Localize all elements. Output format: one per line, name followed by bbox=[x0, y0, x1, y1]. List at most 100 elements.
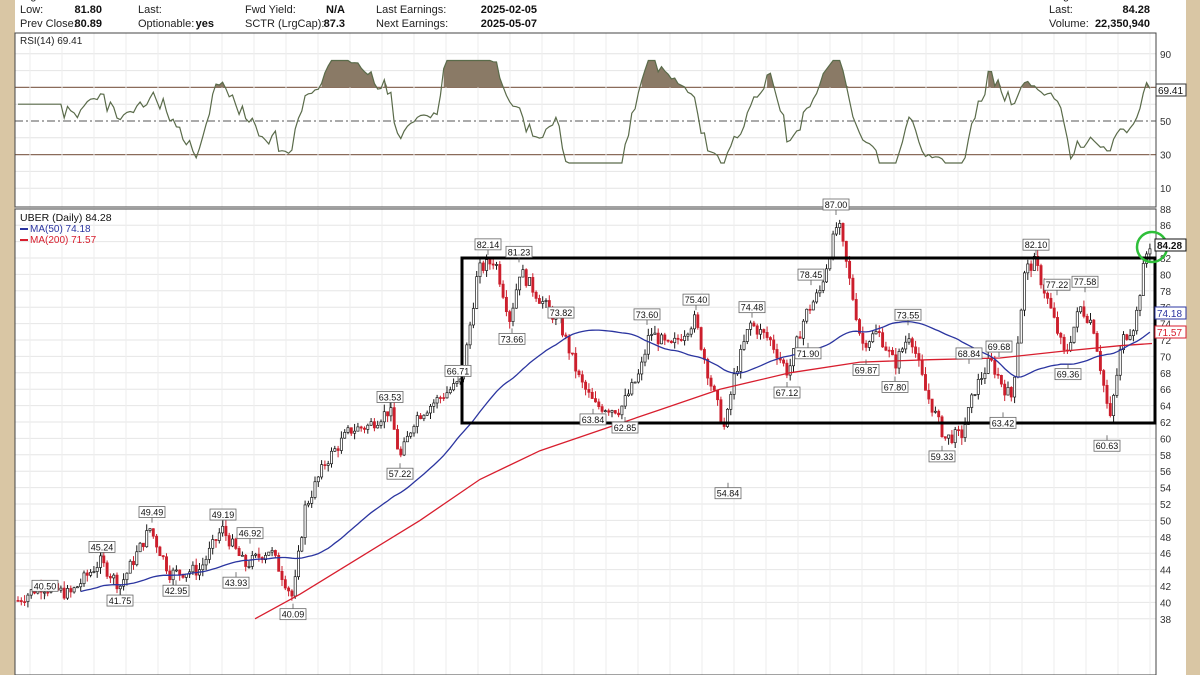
candle-body bbox=[231, 538, 234, 547]
candle-body bbox=[1135, 309, 1139, 332]
candle-body bbox=[353, 430, 357, 434]
candle-body bbox=[745, 329, 749, 342]
candle-body bbox=[963, 424, 967, 438]
candle-body bbox=[135, 551, 139, 566]
price-tick-label: 80 bbox=[1160, 270, 1172, 281]
candle-body bbox=[917, 353, 921, 361]
price-label-text: 73.66 bbox=[501, 334, 524, 344]
candle-body bbox=[158, 546, 162, 557]
price-label-box bbox=[209, 508, 237, 521]
price-label: 71.90 bbox=[794, 342, 822, 360]
price-tick-label: 78 bbox=[1160, 287, 1172, 298]
candle-body bbox=[419, 415, 423, 420]
header-label: Fwd Dividend: bbox=[245, 0, 315, 2]
candle-body bbox=[818, 290, 822, 294]
candle-body bbox=[1003, 383, 1007, 396]
price-label-box bbox=[474, 238, 502, 251]
candle-body bbox=[42, 591, 46, 594]
candle-body bbox=[801, 320, 805, 339]
price-label-box bbox=[714, 487, 742, 500]
price-label-text: 57.22 bbox=[389, 469, 412, 479]
candle-body bbox=[534, 291, 538, 299]
candle-body bbox=[508, 311, 512, 322]
candle-body bbox=[1148, 248, 1152, 255]
candle-body bbox=[145, 530, 149, 548]
price-label: 73.82 bbox=[547, 306, 575, 324]
candle-body bbox=[455, 381, 459, 384]
price-label-box bbox=[1022, 238, 1050, 251]
candle-body bbox=[1049, 297, 1053, 309]
candle-body bbox=[1052, 307, 1056, 318]
candle-body bbox=[732, 373, 736, 395]
price-label-text: 82.10 bbox=[1025, 240, 1048, 250]
rsi-tick-label: 10 bbox=[1160, 184, 1172, 195]
candle-body bbox=[785, 362, 789, 376]
candle-body bbox=[983, 373, 987, 379]
price-label-box bbox=[279, 608, 307, 621]
candle-body bbox=[448, 389, 452, 394]
price-label-text: 60.63 bbox=[1096, 441, 1119, 451]
header-label: Fwd Yield: bbox=[245, 4, 296, 16]
candle-body bbox=[471, 308, 475, 326]
header-value: 2025-02-05 bbox=[481, 4, 537, 16]
price-label: 63.84 bbox=[579, 408, 607, 426]
candle-body bbox=[864, 342, 868, 348]
candle-body bbox=[138, 542, 142, 553]
quote-header: High: 84.92 Low: 81.80 Prev Close:80.89 Bid: L… bbox=[20, 0, 1150, 30]
candle-body bbox=[389, 407, 393, 417]
ma50-label: 74.18 bbox=[1157, 309, 1182, 320]
rsi-panel-border bbox=[14, 32, 1157, 208]
price-tick-label: 40 bbox=[1160, 598, 1172, 609]
candle-body bbox=[772, 339, 776, 350]
price-label-box bbox=[1093, 439, 1121, 452]
candle-body bbox=[970, 394, 974, 408]
candle-body bbox=[564, 334, 568, 337]
price-tick-label: 68 bbox=[1160, 369, 1172, 380]
ma200-tag: 71.57 bbox=[1154, 325, 1187, 339]
price-tick-label: 72 bbox=[1160, 336, 1172, 347]
candle-body bbox=[382, 411, 386, 423]
price-tick-label: 86 bbox=[1160, 221, 1172, 232]
candle-body bbox=[320, 464, 324, 478]
price-label-text: 67.12 bbox=[776, 388, 799, 398]
candle-body bbox=[815, 292, 819, 303]
price-label-text: 43.93 bbox=[225, 578, 248, 588]
candle-body bbox=[729, 394, 733, 410]
price-tick-label: 52 bbox=[1160, 500, 1172, 511]
candle-body bbox=[194, 564, 198, 576]
candle-body bbox=[254, 553, 258, 556]
candle-body bbox=[580, 374, 584, 383]
price-label-box bbox=[106, 594, 134, 607]
rsi-grid bbox=[15, 33, 1156, 207]
candle-body bbox=[742, 341, 746, 350]
candle-body bbox=[128, 560, 132, 574]
candle-body bbox=[1062, 336, 1066, 351]
candle-body bbox=[178, 569, 182, 575]
price-label: 45.24 bbox=[88, 541, 116, 558]
candle-body bbox=[696, 314, 700, 328]
candle-body bbox=[1006, 387, 1010, 396]
candle-body bbox=[82, 572, 86, 585]
candle-body bbox=[861, 332, 865, 344]
candle-body bbox=[719, 399, 723, 423]
candle-body bbox=[333, 448, 337, 452]
candle-body bbox=[415, 415, 419, 427]
price-label: 77.58 bbox=[1071, 275, 1099, 293]
candle-body bbox=[1131, 330, 1135, 337]
price-label: 57.22 bbox=[386, 463, 414, 480]
price-label-text: 77.22 bbox=[1046, 280, 1069, 290]
candle-body bbox=[69, 588, 73, 593]
candle-body bbox=[653, 332, 657, 335]
candle-body bbox=[112, 574, 116, 579]
candle-body bbox=[686, 333, 690, 337]
consolidation-box bbox=[460, 256, 1157, 425]
candle-body bbox=[161, 555, 165, 558]
candle-body bbox=[313, 481, 317, 498]
candle-body bbox=[1036, 255, 1040, 266]
candle-body bbox=[402, 441, 406, 456]
candle-body bbox=[996, 373, 1000, 376]
price-label-text: 67.80 bbox=[884, 382, 907, 392]
candle-body bbox=[1069, 342, 1073, 351]
candle-body bbox=[290, 590, 294, 597]
price-label-box bbox=[31, 579, 59, 592]
